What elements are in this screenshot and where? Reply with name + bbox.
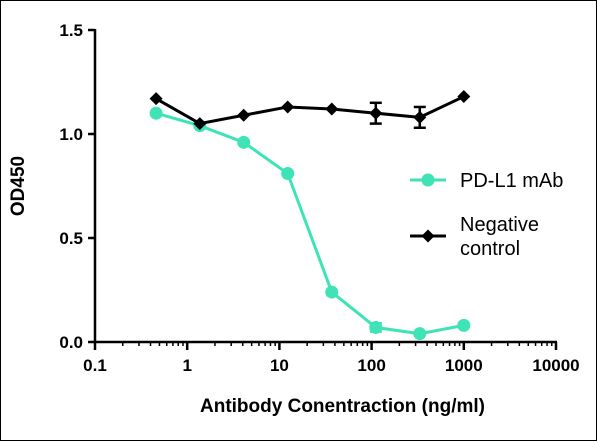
- series-pd-l1-mab: [150, 107, 471, 340]
- legend-label-line: control: [460, 238, 520, 260]
- y-tick-label: 1.5: [59, 21, 83, 40]
- y-ticks: 0.0 0.5 1.0 1.5: [59, 21, 95, 352]
- data-point: [325, 286, 338, 299]
- series-line: [156, 113, 464, 333]
- legend: PD-L1 mAb Negative control: [410, 170, 563, 260]
- data-point: [457, 319, 470, 332]
- y-tick-label: 1.0: [59, 125, 83, 144]
- legend-label: Negative control: [460, 214, 539, 260]
- data-point: [281, 167, 294, 180]
- x-tick-label: 1: [182, 356, 191, 375]
- legend-label: PD-L1 mAb: [460, 170, 563, 192]
- legend-marker: [422, 230, 435, 243]
- x-tick-label: 10: [270, 356, 289, 375]
- y-tick-label: 0.5: [59, 229, 83, 248]
- series-negative-control: [150, 90, 471, 130]
- y-axis-label: OD450: [8, 156, 29, 216]
- data-point: [150, 107, 163, 120]
- data-point: [457, 90, 470, 103]
- data-point: [281, 100, 294, 113]
- y-tick-label: 0.0: [59, 333, 83, 352]
- data-point: [325, 103, 338, 116]
- data-point: [369, 107, 382, 120]
- data-point: [150, 92, 163, 105]
- data-point: [237, 109, 250, 122]
- data-point: [413, 111, 426, 124]
- x-ticks: 0.1 1 10 100 1000 10000: [83, 342, 579, 375]
- x-tick-label: 10000: [532, 356, 579, 375]
- x-axis-label: Antibody Conentraction (ng/ml): [200, 396, 485, 417]
- legend-label-line: PD-L1 mAb: [460, 170, 563, 192]
- data-point: [369, 321, 382, 334]
- x-tick-label: 1000: [445, 356, 483, 375]
- data-point: [237, 136, 250, 149]
- series-layer: [150, 90, 471, 340]
- data-point: [413, 327, 426, 340]
- legend-marker: [422, 174, 435, 187]
- legend-label-line: Negative: [460, 214, 539, 236]
- x-tick-label: 100: [357, 356, 385, 375]
- x-tick-label: 0.1: [83, 356, 107, 375]
